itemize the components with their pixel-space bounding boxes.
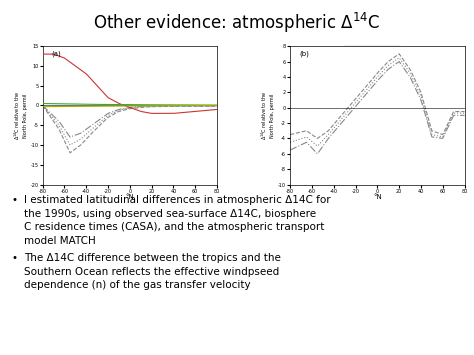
Text: Other evidence: atmospheric $\Delta^{14}$C: Other evidence: atmospheric $\Delta^{14}… <box>93 11 381 36</box>
Y-axis label: $\Delta^{14}$C relative to the
North Pole, permil: $\Delta^{14}$C relative to the North Pol… <box>260 91 275 140</box>
Text: C residence times (CASA), and the atmospheric transport: C residence times (CASA), and the atmosp… <box>24 222 324 232</box>
Text: The Δ14C difference between the tropics and the: The Δ14C difference between the tropics … <box>24 253 281 263</box>
Text: the 1990s, using observed sea-surface Δ14C, biosphere: the 1990s, using observed sea-surface Δ1… <box>24 209 316 219</box>
Text: (a): (a) <box>51 51 61 58</box>
X-axis label: °N: °N <box>126 194 134 200</box>
X-axis label: °N: °N <box>373 194 382 200</box>
Legend: biosphere, fossil, cosmogenic, ocean: optimal, ocean: quadratic, ocean: cubic: biosphere, fossil, cosmogenic, ocean: op… <box>344 46 400 86</box>
Text: Southern Ocean reflects the effective windpseed: Southern Ocean reflects the effective wi… <box>24 267 279 277</box>
Text: I estimated latitudinal differences in atmospheric Δ14C for: I estimated latitudinal differences in a… <box>24 195 331 205</box>
Text: (b): (b) <box>299 51 309 58</box>
Text: •: • <box>12 253 18 263</box>
Y-axis label: $\Delta^{14}$C relative to the
North Pole, permil: $\Delta^{14}$C relative to the North Pol… <box>13 91 27 140</box>
Text: model MATCH: model MATCH <box>24 236 96 246</box>
Text: dependence (n) of the gas transfer velocity: dependence (n) of the gas transfer veloc… <box>24 280 251 290</box>
Text: •: • <box>12 195 18 205</box>
